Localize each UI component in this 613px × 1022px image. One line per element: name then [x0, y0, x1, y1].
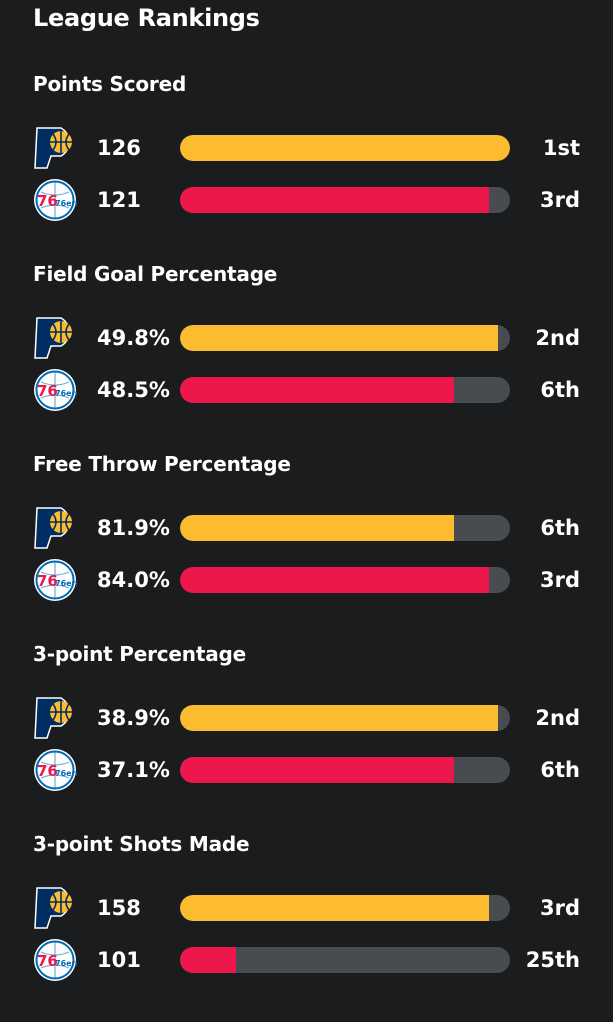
team-row-sixers: 76 76ers 121 3rd	[0, 178, 613, 222]
ranking-section: 3-point Shots Made 158 3rd 76 76ers 101 25…	[0, 832, 613, 1022]
team-row-sixers: 76 76ers 84.0% 3rd	[0, 558, 613, 602]
philadelphia-76ers-logo-icon: 76 76ers	[33, 938, 77, 982]
team-row-pacers: 49.8% 2nd	[0, 316, 613, 360]
team-row-pacers: 158 3rd	[0, 886, 613, 930]
ranking-bar-track	[180, 135, 510, 161]
team-row-pacers: 38.9% 2nd	[0, 696, 613, 740]
ranking-bar-fill	[180, 947, 237, 973]
team-row-sixers: 76 76ers 48.5% 6th	[0, 368, 613, 412]
philadelphia-76ers-logo-icon: 76 76ers	[33, 178, 77, 222]
league-rank: 6th	[540, 378, 580, 402]
ranking-section: 3-point Percentage 38.9% 2nd 76 76ers 37.…	[0, 642, 613, 832]
team-row-sixers: 76 76ers 101 25th	[0, 938, 613, 982]
ranking-section: Points Scored 126 1st 76 76ers 121 3rd	[0, 72, 613, 262]
ranking-bar-fill	[180, 895, 489, 921]
sixers-logo-text: 76ers	[55, 579, 77, 588]
ranking-bar-fill	[180, 567, 489, 593]
ranking-bar-track	[180, 325, 510, 351]
sixers-logo-text: 76ers	[55, 199, 77, 208]
stat-value: 126	[97, 136, 141, 160]
section-title: Free Throw Percentage	[33, 452, 291, 476]
ranking-bar-fill	[180, 377, 454, 403]
sixers-logo-text: 76ers	[55, 389, 77, 398]
section-title: 3-point Shots Made	[33, 832, 250, 856]
ranking-section: Free Throw Percentage 81.9% 6th 76 76ers …	[0, 452, 613, 642]
league-rank: 1st	[542, 136, 580, 160]
league-rank: 6th	[540, 516, 580, 540]
team-row-sixers: 76 76ers 37.1% 6th	[0, 748, 613, 792]
stat-value: 84.0%	[97, 568, 170, 592]
team-row-pacers: 81.9% 6th	[0, 506, 613, 550]
ranking-section: Field Goal Percentage 49.8% 2nd 76 76ers …	[0, 262, 613, 452]
ranking-bar-fill	[180, 757, 454, 783]
stat-value: 81.9%	[97, 516, 170, 540]
ranking-bar-track	[180, 187, 510, 213]
svg-text:76: 76	[37, 572, 58, 590]
philadelphia-76ers-logo-icon: 76 76ers	[33, 558, 77, 602]
indiana-pacers-logo-icon	[33, 886, 77, 930]
stat-value: 37.1%	[97, 758, 170, 782]
svg-text:76: 76	[37, 382, 58, 400]
section-title: Field Goal Percentage	[33, 262, 278, 286]
ranking-bar-track	[180, 377, 510, 403]
section-title: 3-point Percentage	[33, 642, 246, 666]
sixers-logo-text: 76ers	[55, 959, 77, 968]
page-title: League Rankings	[33, 4, 260, 32]
ranking-bar-track	[180, 515, 510, 541]
section-title: Points Scored	[33, 72, 187, 96]
ranking-bar-fill	[180, 135, 510, 161]
ranking-bar-track	[180, 895, 510, 921]
stat-value: 49.8%	[97, 326, 170, 350]
indiana-pacers-logo-icon	[33, 506, 77, 550]
stat-value: 121	[97, 188, 141, 212]
league-rank: 2nd	[535, 326, 580, 350]
league-rank: 25th	[525, 948, 580, 972]
svg-text:76: 76	[37, 762, 58, 780]
league-rank: 3rd	[539, 188, 580, 212]
ranking-bar-fill	[180, 515, 454, 541]
sixers-logo-text: 76ers	[55, 769, 77, 778]
stat-value: 48.5%	[97, 378, 170, 402]
league-rank: 3rd	[539, 896, 580, 920]
philadelphia-76ers-logo-icon: 76 76ers	[33, 748, 77, 792]
stat-value: 158	[97, 896, 141, 920]
league-rank: 6th	[540, 758, 580, 782]
league-rank: 2nd	[535, 706, 580, 730]
svg-text:76: 76	[37, 192, 58, 210]
ranking-bar-fill	[180, 187, 489, 213]
stat-value: 38.9%	[97, 706, 170, 730]
ranking-bar-track	[180, 567, 510, 593]
team-row-pacers: 126 1st	[0, 126, 613, 170]
stat-value: 101	[97, 948, 141, 972]
ranking-bar-fill	[180, 705, 499, 731]
league-rank: 3rd	[539, 568, 580, 592]
ranking-bar-fill	[180, 325, 499, 351]
ranking-bar-track	[180, 757, 510, 783]
ranking-bar-track	[180, 947, 510, 973]
indiana-pacers-logo-icon	[33, 696, 77, 740]
indiana-pacers-logo-icon	[33, 126, 77, 170]
philadelphia-76ers-logo-icon: 76 76ers	[33, 368, 77, 412]
indiana-pacers-logo-icon	[33, 316, 77, 360]
ranking-bar-track	[180, 705, 510, 731]
svg-text:76: 76	[37, 952, 58, 970]
